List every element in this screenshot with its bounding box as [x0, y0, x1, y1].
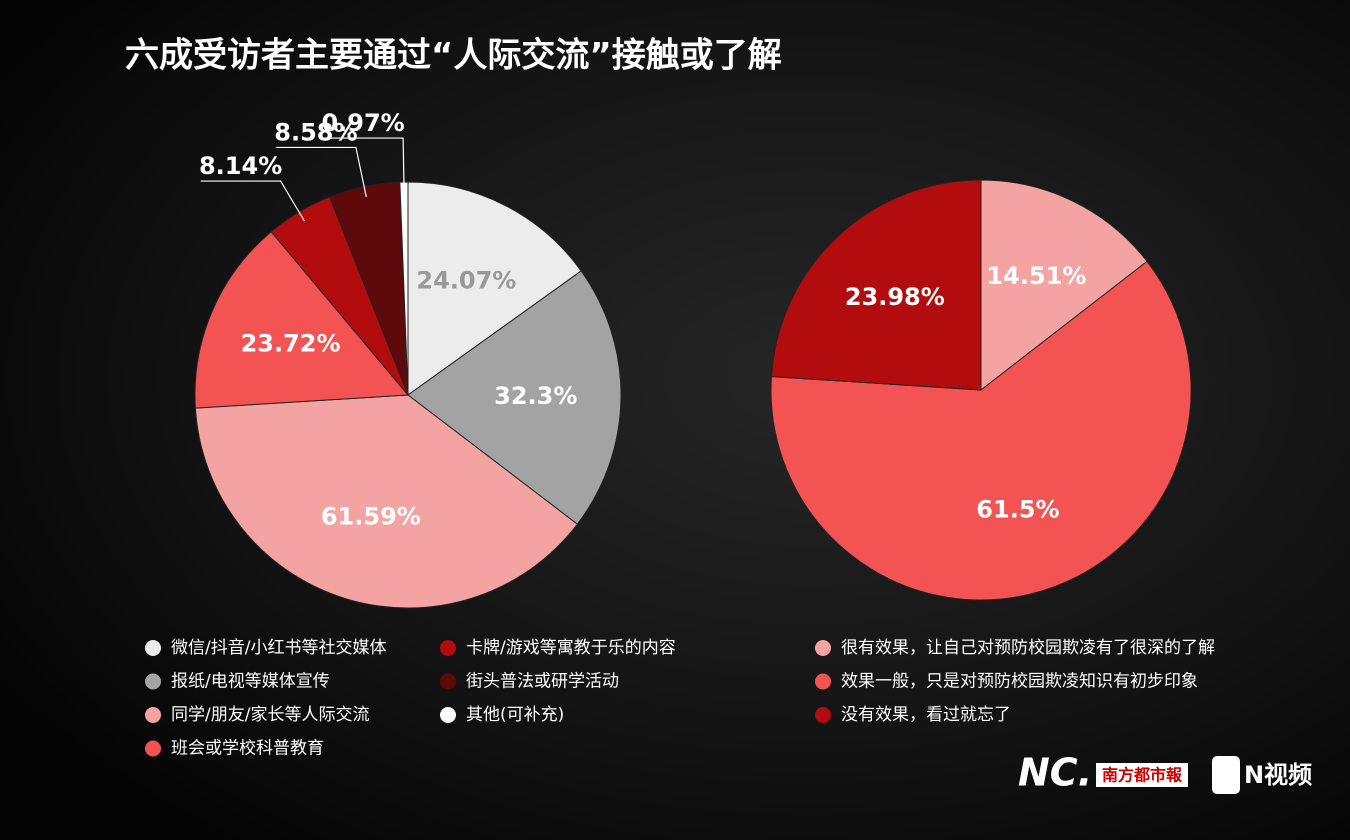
data-label: 61.59%: [321, 502, 421, 530]
legend-marker: [815, 673, 831, 690]
legend-label: 卡牌/游戏等寓教于乐的内容: [466, 638, 676, 658]
data-label: 23.98%: [845, 283, 945, 311]
logo-n-icon: [1212, 756, 1240, 794]
data-label: 0.97%: [321, 109, 404, 137]
legend-label: 班会或学校科普教育: [171, 739, 324, 759]
legend-marker: [440, 707, 456, 723]
pie-slice: [194, 394, 579, 609]
pie-slice: [194, 231, 410, 409]
pie-slice: [980, 179, 1148, 392]
legend-label: 其他(可补充): [466, 705, 564, 725]
leader-line: [275, 146, 367, 198]
chart-title: 六成受访者主要通过“人际交流”接触或了解: [125, 36, 782, 76]
logo-nvideo: N视频: [1244, 761, 1312, 789]
legend-label: 报纸/电视等媒体宣传: [171, 672, 330, 692]
logo-box: [1096, 763, 1188, 787]
data-label: 23.72%: [241, 330, 341, 358]
legend-marker: [145, 640, 161, 656]
legend-label: 很有效果，让自己对预防校园欺凌有了很深的了解: [841, 638, 1215, 658]
legend-label: 微信/抖音/小红书等社交媒体: [171, 638, 386, 658]
data-label: 32.3%: [494, 382, 577, 410]
leader-line: [200, 180, 306, 222]
data-label: 61.5%: [976, 495, 1059, 523]
legend-label: 同学/朋友/家长等人际交流: [171, 705, 369, 725]
legend-marker: [815, 640, 831, 656]
legend-marker: [145, 707, 161, 723]
pie-slice: [407, 270, 622, 525]
legend-marker: [815, 707, 831, 723]
data-label: 8.14%: [199, 152, 282, 180]
pie-slice: [770, 260, 1192, 601]
logo-paper: 南方都市報: [1102, 766, 1183, 785]
pie-slice: [770, 179, 982, 391]
legend-marker: [440, 640, 456, 656]
legend-label: 没有效果，看过就忘了: [841, 705, 1011, 725]
legend-marker: [145, 673, 161, 690]
legend-marker: [145, 740, 161, 757]
data-label: 8.58%: [274, 118, 357, 146]
leader-line: [323, 137, 405, 193]
legend-label: 效果一般，只是对预防校园欺凌知识有初步印象: [841, 672, 1198, 692]
pie-slice: [407, 181, 582, 396]
legend-marker: [440, 673, 456, 690]
data-label: 14.51%: [986, 262, 1086, 290]
legend-label: 街头普法或研学活动: [466, 672, 619, 692]
logo-nc: NC.: [1018, 751, 1092, 795]
data-label: 24.07%: [416, 266, 516, 294]
